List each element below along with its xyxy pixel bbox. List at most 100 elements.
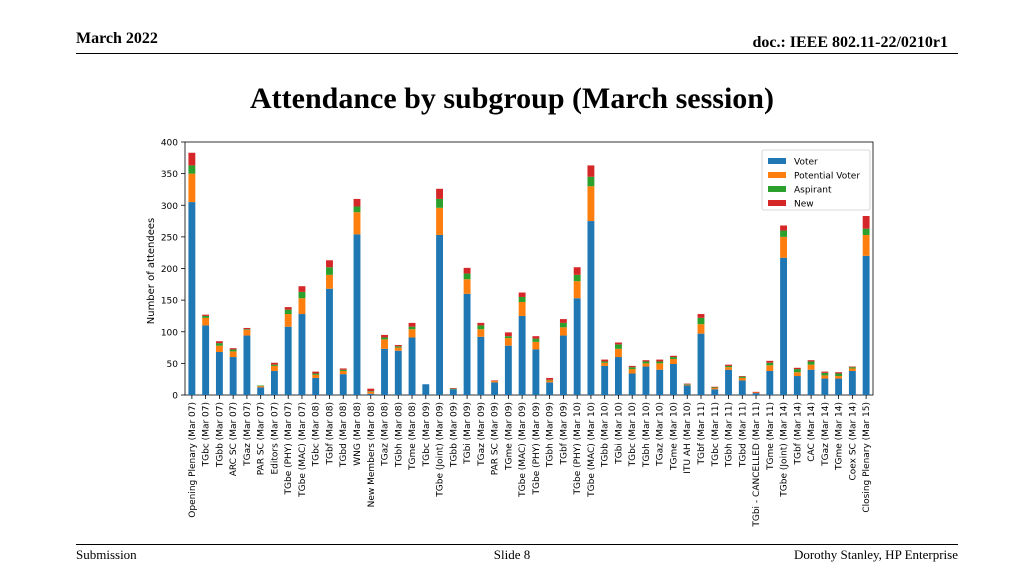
bar-segment-aspirant (367, 391, 375, 392)
x-tick-label: TGbe (MAC) (Mar 10) (587, 402, 597, 498)
bar-segment-aspirant (504, 336, 512, 339)
x-tick-label: TGbd (Mar 11) (738, 402, 748, 468)
bar-segment-new (215, 341, 223, 344)
bar-segment-new (312, 371, 320, 374)
bar-segment-voter (298, 314, 306, 395)
bar-segment-potential-voter (326, 274, 333, 289)
bar-segment-voter (381, 348, 388, 395)
bar-segment-aspirant (766, 362, 774, 366)
x-tick-label: PAR SC (Mar 09) (491, 402, 501, 475)
bar-segment-voter (683, 385, 691, 395)
bar-segment-potential-voter (546, 380, 554, 383)
bar-segment-potential-voter (215, 345, 223, 352)
bar-segment-new (463, 267, 471, 274)
legend-box (761, 149, 871, 211)
bar-segment-aspirant (532, 338, 540, 342)
x-tick-label: TGbe (PHY) (Mar 07) (284, 402, 294, 495)
bar-segment-new (243, 327, 251, 330)
bar-segment-potential-voter (381, 339, 388, 349)
bar-segment-potential-voter (862, 234, 870, 256)
bar-segment-potential-voter (271, 365, 278, 371)
bar-segment-voter (835, 378, 843, 395)
bar-segment-new (711, 386, 719, 388)
bar-segment-aspirant (656, 361, 664, 364)
bar-segment-aspirant (188, 165, 196, 174)
bar-segment-voter (862, 255, 870, 395)
bar-segment-potential-voter (463, 279, 471, 294)
bar-segment-new (518, 292, 526, 297)
x-tick-label: TGme (Mar 14) (835, 402, 845, 471)
bar-segment-potential-voter (601, 362, 609, 366)
bar-segment-voter (559, 335, 567, 395)
bar-segment-voter (353, 234, 361, 395)
x-tick-label: CAC (Mar 14) (807, 402, 817, 462)
bar-segment-voter (725, 369, 732, 395)
bar-segment-potential-voter (683, 384, 691, 386)
bar-segment-voter (504, 345, 512, 395)
bar-segment-voter (491, 382, 499, 395)
bar-segment-voter (367, 393, 375, 395)
bar-segment-voter (628, 373, 636, 395)
legend: Voter Potential Voter Aspirant New (761, 149, 871, 211)
bar-segment-potential-voter (573, 281, 581, 299)
bar-segment-potential-voter (312, 374, 320, 378)
bar-segment-aspirant (449, 388, 457, 390)
x-tick-label: TGbi (Mar 10) (614, 402, 624, 465)
bar-segment-new (628, 365, 636, 368)
x-tick-label: TGaz (Mar 09) (477, 402, 487, 467)
bar-segment-aspirant (559, 322, 567, 328)
x-tick-label: TGbe (Joint) (Mar 14) (780, 402, 790, 498)
bar-segment-aspirant (862, 228, 870, 235)
attendance-bar-chart: 0 50 100 150 200 250 300 350 400 Opening Plenary … (146, 139, 874, 528)
x-tick-label: TGbe (MAC) (Mar 07) (298, 402, 308, 498)
bar-segment-voter (394, 350, 402, 395)
bar-segment-new (394, 345, 402, 347)
bar-segment-voter (312, 377, 320, 395)
bar-segment-aspirant (353, 206, 361, 213)
x-tick-label: TGbh (Mar 08) (394, 402, 404, 468)
bar-segment-potential-voter (284, 314, 292, 327)
bar-segment-aspirant (821, 372, 829, 376)
x-tick-label: TGbc (Mar 08) (312, 402, 322, 467)
bar-segment-new (683, 383, 691, 385)
bar-segment-voter (271, 370, 278, 395)
bar-segment-new (436, 188, 443, 199)
bar-segment-new (587, 165, 595, 177)
bar-segment-aspirant (615, 344, 622, 349)
x-tick-label: ARC SC (Mar 07) (229, 402, 239, 476)
bar-segment-voter (229, 357, 237, 395)
bar-segment-potential-voter (339, 370, 347, 375)
bar-segment-aspirant (587, 176, 595, 187)
x-tick-label: TGbh (Mar 10) (642, 402, 652, 468)
bar-segment-new (229, 348, 237, 350)
bar-segment-new (381, 334, 388, 338)
bar-segment-aspirant (780, 230, 787, 237)
legend-label: Voter (794, 158, 818, 168)
bar-segment-voter (408, 337, 416, 395)
bar-segment-voter (793, 376, 801, 395)
bar-segment-aspirant (711, 387, 719, 389)
bar-segment-voter (601, 365, 609, 395)
bar-segment-potential-voter (408, 329, 416, 338)
bar-segment-aspirant (793, 369, 801, 373)
legend-swatch (768, 172, 786, 178)
bar-segment-voter (518, 315, 526, 395)
bar-segment-voter (449, 389, 457, 395)
bar-segment-aspirant (284, 309, 292, 315)
bar-segment-aspirant (573, 274, 581, 282)
bar-segment-aspirant (642, 361, 650, 364)
bar-segment-potential-voter (436, 207, 443, 235)
bar-segment-voter (738, 380, 746, 395)
bar-segment-potential-voter (670, 358, 677, 365)
bar-segment-new (298, 286, 306, 292)
x-tick-label: TGbc (Mar 09) (422, 402, 432, 467)
bar-segment-potential-voter (518, 302, 526, 316)
bar-segment-aspirant (518, 296, 526, 303)
x-tick-label: TGbf (Mar 11) (697, 402, 707, 466)
x-tick-label: TGme (Mar 09) (504, 402, 514, 471)
bar-segment-aspirant (848, 367, 856, 369)
bar-segment-voter (546, 382, 554, 395)
bar-segment-new (601, 359, 609, 362)
y-tick-label: 250 (161, 233, 178, 243)
bar-segment-potential-voter (188, 173, 196, 203)
